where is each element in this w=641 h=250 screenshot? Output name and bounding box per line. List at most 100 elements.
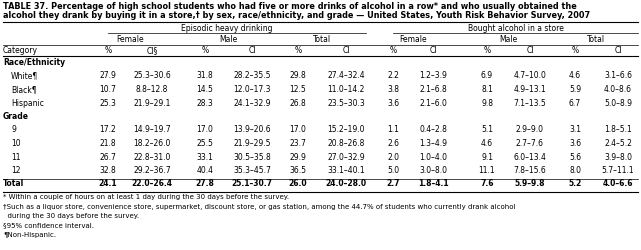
Text: 12.5: 12.5 <box>290 85 306 94</box>
Text: 2.1–6.8: 2.1–6.8 <box>419 85 447 94</box>
Text: %: % <box>390 46 397 55</box>
Text: 4.6: 4.6 <box>569 72 581 80</box>
Text: 26.0: 26.0 <box>288 180 307 188</box>
Text: 4.7–10.0: 4.7–10.0 <box>513 72 546 80</box>
Text: 9.1: 9.1 <box>481 152 493 162</box>
Text: Female: Female <box>116 35 144 44</box>
Text: 33.1: 33.1 <box>197 152 213 162</box>
Text: 1.0–4.0: 1.0–4.0 <box>419 152 447 162</box>
Text: 2.2: 2.2 <box>387 72 399 80</box>
Text: Race/Ethnicity: Race/Ethnicity <box>3 58 65 67</box>
Text: 5.6: 5.6 <box>569 152 581 162</box>
Text: 4.6: 4.6 <box>481 139 493 148</box>
Text: 27.8: 27.8 <box>196 180 215 188</box>
Text: 35.3–45.7: 35.3–45.7 <box>233 166 271 175</box>
Text: 3.6: 3.6 <box>387 98 399 108</box>
Text: 12: 12 <box>11 166 21 175</box>
Text: 25.1–30.7: 25.1–30.7 <box>231 180 272 188</box>
Text: Total: Total <box>3 180 24 188</box>
Text: 21.8: 21.8 <box>100 139 116 148</box>
Text: Total: Total <box>587 35 606 44</box>
Text: CI§: CI§ <box>146 46 158 55</box>
Text: 1.8–5.1: 1.8–5.1 <box>604 126 632 134</box>
Text: 2.0: 2.0 <box>387 152 399 162</box>
Text: Total: Total <box>313 35 331 44</box>
Text: 22.0–26.4: 22.0–26.4 <box>131 180 172 188</box>
Text: %: % <box>571 46 579 55</box>
Text: 4.9–13.1: 4.9–13.1 <box>513 85 546 94</box>
Text: 2.6: 2.6 <box>387 139 399 148</box>
Text: 11.1: 11.1 <box>479 166 495 175</box>
Text: 5.2: 5.2 <box>569 180 581 188</box>
Text: §95% confidence interval.: §95% confidence interval. <box>3 222 94 228</box>
Text: 24.0–28.0: 24.0–28.0 <box>326 180 367 188</box>
Text: 1.2–3.9: 1.2–3.9 <box>419 72 447 80</box>
Text: 3.8: 3.8 <box>387 85 399 94</box>
Text: 14.5: 14.5 <box>197 85 213 94</box>
Text: 27.0–32.9: 27.0–32.9 <box>327 152 365 162</box>
Text: 9: 9 <box>11 126 16 134</box>
Text: during the 30 days before the survey.: during the 30 days before the survey. <box>3 213 139 219</box>
Text: CI: CI <box>248 46 256 55</box>
Text: 25.3–30.6: 25.3–30.6 <box>133 72 171 80</box>
Text: 23.5–30.3: 23.5–30.3 <box>327 98 365 108</box>
Text: Male: Male <box>219 35 238 44</box>
Text: 28.2–35.5: 28.2–35.5 <box>233 72 271 80</box>
Text: 17.0: 17.0 <box>290 126 306 134</box>
Text: alcohol they drank by buying it in a store,† by sex, race/ethnicity, and grade —: alcohol they drank by buying it in a sto… <box>3 11 590 20</box>
Text: 2.9–9.0: 2.9–9.0 <box>516 126 544 134</box>
Text: Female: Female <box>399 35 427 44</box>
Text: 5.0: 5.0 <box>387 166 399 175</box>
Text: 7.8–15.6: 7.8–15.6 <box>513 166 546 175</box>
Text: 9.8: 9.8 <box>481 98 493 108</box>
Text: 33.1–40.1: 33.1–40.1 <box>327 166 365 175</box>
Text: 11: 11 <box>11 152 21 162</box>
Text: 25.3: 25.3 <box>99 98 117 108</box>
Text: 8.1: 8.1 <box>481 85 493 94</box>
Text: 17.2: 17.2 <box>99 126 117 134</box>
Text: 36.5: 36.5 <box>290 166 306 175</box>
Text: %: % <box>483 46 490 55</box>
Text: White¶: White¶ <box>11 72 38 80</box>
Text: 3.0–8.0: 3.0–8.0 <box>419 166 447 175</box>
Text: 17.0: 17.0 <box>197 126 213 134</box>
Text: 27.9: 27.9 <box>99 72 117 80</box>
Text: TABLE 37. Percentage of high school students who had five or more drinks of alco: TABLE 37. Percentage of high school stud… <box>3 2 577 11</box>
Text: 26.7: 26.7 <box>99 152 117 162</box>
Text: 10: 10 <box>11 139 21 148</box>
Text: 5.9: 5.9 <box>569 85 581 94</box>
Text: 24.1: 24.1 <box>99 180 117 188</box>
Text: 23.7: 23.7 <box>290 139 306 148</box>
Text: 2.7: 2.7 <box>387 180 400 188</box>
Text: 15.2–19.0: 15.2–19.0 <box>328 126 365 134</box>
Text: 20.8–26.8: 20.8–26.8 <box>328 139 365 148</box>
Text: 5.7–11.1: 5.7–11.1 <box>602 166 635 175</box>
Text: CI: CI <box>342 46 350 55</box>
Text: 8.8–12.8: 8.8–12.8 <box>136 85 168 94</box>
Text: 2.1–6.0: 2.1–6.0 <box>419 98 447 108</box>
Text: 31.8: 31.8 <box>197 72 213 80</box>
Text: 18.2–26.0: 18.2–26.0 <box>133 139 171 148</box>
Text: 21.9–29.1: 21.9–29.1 <box>133 98 171 108</box>
Text: 5.0–8.9: 5.0–8.9 <box>604 98 632 108</box>
Text: CI: CI <box>429 46 437 55</box>
Text: Hispanic: Hispanic <box>11 98 44 108</box>
Text: * Within a couple of hours on at least 1 day during the 30 days before the surve: * Within a couple of hours on at least 1… <box>3 194 289 200</box>
Text: 1.8–4.1: 1.8–4.1 <box>418 180 448 188</box>
Text: 11.0–14.2: 11.0–14.2 <box>328 85 365 94</box>
Text: 3.6: 3.6 <box>569 139 581 148</box>
Text: Bought alcohol in a store: Bought alcohol in a store <box>467 24 563 33</box>
Text: 40.4: 40.4 <box>197 166 213 175</box>
Text: %: % <box>294 46 301 55</box>
Text: 5.9–9.8: 5.9–9.8 <box>515 180 545 188</box>
Text: 3.1–6.6: 3.1–6.6 <box>604 72 632 80</box>
Text: %: % <box>201 46 208 55</box>
Text: 5.1: 5.1 <box>481 126 493 134</box>
Text: %: % <box>104 46 112 55</box>
Text: 10.7: 10.7 <box>99 85 117 94</box>
Text: Category: Category <box>3 46 38 55</box>
Text: 14.9–19.7: 14.9–19.7 <box>133 126 171 134</box>
Text: ¶Non-Hispanic.: ¶Non-Hispanic. <box>3 232 56 238</box>
Text: Male: Male <box>499 35 518 44</box>
Text: †Such as a liquor store, convenience store, supermarket, discount store, or gas : †Such as a liquor store, convenience sto… <box>3 204 515 210</box>
